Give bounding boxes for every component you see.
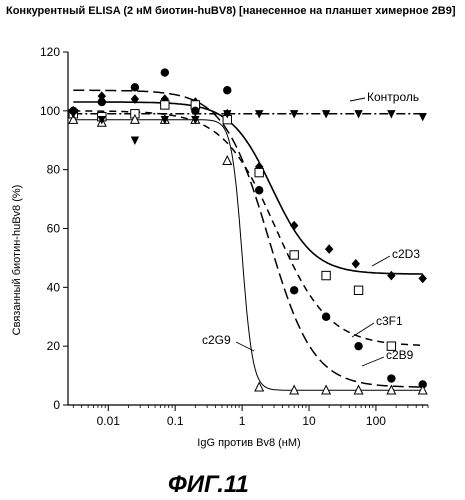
x-tick-label: 1 [239,414,246,428]
curve-label-leader [349,97,366,102]
data-point-1 [254,167,264,178]
data-point-3 [353,384,364,395]
data-point-0 [387,270,396,281]
data-point-0 [289,220,299,231]
data-point-2 [321,312,331,321]
data-point-2 [418,380,427,389]
data-point-1 [160,100,170,110]
data-point-4 [191,115,200,125]
y-tick-label: 20 [47,339,61,353]
data-point-2 [160,68,170,77]
data-point-0 [130,94,140,104]
data-point-2 [387,374,396,383]
figure-caption: ФИГ.11 [168,471,249,498]
y-tick-label: 40 [47,280,61,294]
x-tick-label: 0.01 [97,414,121,428]
data-point-3 [222,155,233,166]
x-tick-label: 10 [302,414,316,428]
y-tick-label: 120 [40,45,60,59]
curve-label-4: Контроль [367,90,419,104]
data-point-4 [69,110,78,119]
data-point-3 [289,384,300,395]
fit-curve-1 [73,110,423,347]
y-axis-label: Связанный биотин-huBv8 (%) [11,185,23,336]
curve-label-2: c2B9 [386,348,414,362]
curve-label-leader [351,322,375,338]
data-point-1 [321,270,331,281]
y-tick-label: 80 [47,163,61,177]
data-point-0 [324,244,334,254]
chart-title: Конкурентный ELISA (2 нМ биотин-huBV8) [… [6,5,456,17]
data-point-4 [160,115,170,125]
data-point-3 [129,113,140,124]
x-tick-label: 0.1 [167,414,184,428]
y-tick-label: 60 [47,222,61,236]
data-point-3 [68,113,79,124]
fit-curve-2 [73,89,423,388]
data-point-4 [354,110,363,119]
curve-label-leader [371,255,391,267]
data-point-3 [321,384,332,395]
data-point-2 [97,97,107,107]
data-point-3 [417,384,428,395]
data-point-4 [97,115,107,125]
data-point-2 [191,106,200,116]
plot-area: 0 20 40 60 80 100 120 0.01 0.1 1 10 100 Контроль c2D3… [40,45,429,428]
data-point-4 [289,110,299,119]
data-point-4 [418,113,427,122]
data-point-2 [354,341,363,351]
data-point-0 [351,259,360,269]
x-tick-label: 100 [366,414,386,428]
y-tick-label: 100 [40,104,60,118]
data-point-1 [386,341,397,351]
data-point-3 [386,384,397,395]
x-axis-label: IgG против Bv8 (нМ) [197,437,300,449]
curve-label-1: c3F1 [376,314,403,328]
data-point-4 [321,110,331,119]
data-point-4 [254,110,264,119]
data-point-2 [289,286,299,295]
data-point-4 [387,110,396,119]
data-point-4 [130,136,140,145]
data-point-2 [130,83,140,92]
curve-label-0: c2D3 [392,247,420,261]
data-point-2 [254,186,264,195]
data-point-1 [289,250,299,260]
data-point-2 [223,86,232,95]
curve-label-3: c2G9 [202,333,231,347]
data-point-1 [353,285,364,295]
y-tick-label: 0 [53,398,60,412]
data-point-4 [223,110,232,119]
curve-label-leader [361,356,385,367]
data-point-0 [418,273,427,284]
data-point-3 [254,381,265,392]
fit-curve-3 [73,119,423,391]
fit-curve-0 [73,101,423,275]
curve-label-leader [235,341,255,352]
